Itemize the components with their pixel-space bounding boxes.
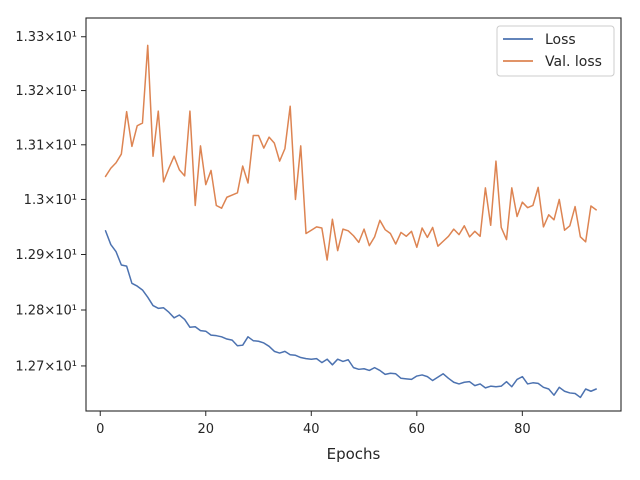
legend-label-val-loss: Val. loss	[545, 54, 602, 70]
series-line-val-loss	[104, 44, 597, 261]
y-tick-label: 1.3×10¹	[24, 193, 77, 208]
y-tick-label: 1.29×10¹	[15, 248, 77, 263]
plot-frame	[85, 17, 622, 412]
x-axis-label: Epochs	[327, 445, 381, 463]
y-tick-label: 1.33×10¹	[15, 30, 77, 45]
y-tick-label: 1.31×10¹	[15, 138, 77, 153]
x-tick-label: 40	[303, 422, 320, 437]
x-tick-label: 20	[197, 422, 214, 437]
x-tick-label: 0	[96, 422, 104, 437]
plot-lines	[104, 44, 597, 399]
x-tick-label: 80	[514, 422, 531, 437]
series-line-loss	[104, 230, 597, 399]
y-tick-label: 1.32×10¹	[15, 84, 77, 99]
y-axis: 1.27×10¹ 1.28×10¹ 1.29×10¹ 1.3×10¹ 1.31×10¹ 1…	[15, 30, 86, 374]
x-axis: 0 20 40 60 80	[96, 411, 531, 437]
x-tick-label: 60	[409, 422, 426, 437]
legend-label-loss: Loss	[545, 32, 576, 48]
y-tick-label: 1.28×10¹	[15, 304, 77, 319]
y-tick-label: 1.27×10¹	[15, 359, 77, 374]
legend: Loss Val. loss	[496, 25, 615, 77]
